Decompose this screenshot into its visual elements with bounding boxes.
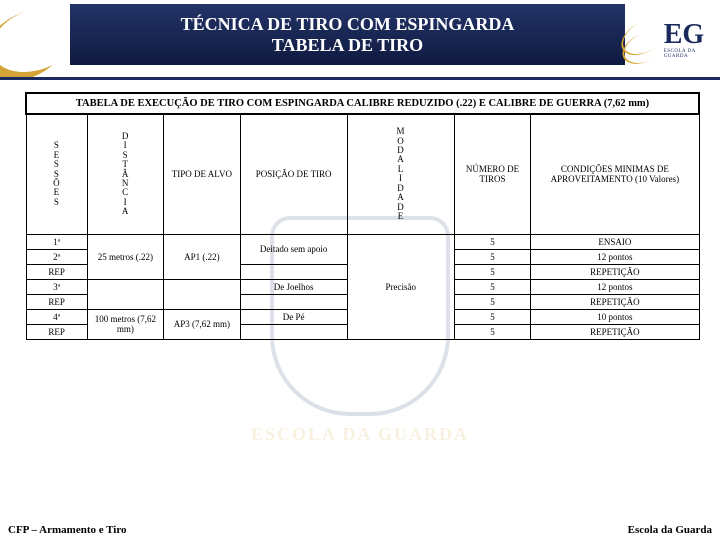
brand-logo-right: EG ESCOLA DA GUARDA [629,6,714,74]
footer: CFP – Armamento e Tiro Escola da Guarda [8,524,712,536]
footer-left: CFP – Armamento e Tiro [8,524,127,536]
cell-distancia [87,279,163,309]
cell-sessao: REP [26,324,87,339]
table-row: 1ª 25 metros (.22) AP1 (.22) Deitado sem… [26,234,699,249]
cell-tiros: 5 [454,309,530,324]
header: TÉCNICA DE TIRO COM ESPINGARDA TABELA DE… [0,0,720,80]
cell-tiros: 5 [454,324,530,339]
cell-distancia: 25 metros (.22) [87,234,163,279]
col-header-tipo-alvo: TIPO DE ALVO [164,114,240,234]
cell-tiros: 5 [454,264,530,279]
cell-posicao [240,264,347,279]
title-line-1: TÉCNICA DE TIRO COM ESPINGARDA [181,14,515,35]
watermark-text: ESCOLA DA GUARDA [251,424,469,445]
cell-cond: REPETIÇÃO [531,324,699,339]
cell-cond: REPETIÇÃO [531,264,699,279]
cell-tiros: 5 [454,279,530,294]
footer-right: Escola da Guarda [628,524,712,536]
col-header-num-tiros: NÚMERO DE TIROS [454,114,530,234]
title-bar: TÉCNICA DE TIRO COM ESPINGARDA TABELA DE… [70,4,625,65]
cell-sessao: 2ª [26,249,87,264]
col-header-condicoes: CONDIÇÕES MINIMAS DE APROVEITAMENTO (10 … [531,114,699,234]
cell-cond: ENSAIO [531,234,699,249]
col-header-distancia: DISTÂNCIA [87,114,163,234]
cell-tiros: 5 [454,234,530,249]
cell-posicao: De Joelhos [240,279,347,294]
cell-cond: 12 pontos [531,249,699,264]
wing-icon [629,15,664,65]
col-header-sessoes: SESSÕES [26,114,87,234]
cell-sessao: 1ª [26,234,87,249]
cell-cond: 10 pontos [531,309,699,324]
cell-tipo-alvo: AP1 (.22) [164,234,240,279]
brand-subtext: ESCOLA DA GUARDA [664,49,714,59]
cell-sessao: REP [26,294,87,309]
table-caption: TABELA DE EXECUÇÃO DE TIRO COM ESPINGARD… [26,93,699,114]
cell-tiros: 5 [454,294,530,309]
cell-tiros: 5 [454,249,530,264]
cell-cond: 12 pontos [531,279,699,294]
wing-decoration-left [0,0,70,77]
cell-modalidade: Precisão [347,234,454,339]
cell-tipo-alvo [164,279,240,309]
cell-sessao: 4ª [26,309,87,324]
cell-posicao: Deitado sem apoio [240,234,347,264]
firing-table: TABELA DE EXECUÇÃO DE TIRO COM ESPINGARD… [25,92,700,340]
cell-posicao [240,294,347,309]
cell-sessao: REP [26,264,87,279]
cell-cond: REPETIÇÃO [531,294,699,309]
cell-posicao: De Pé [240,309,347,324]
cell-posicao [240,324,347,339]
brand-initials: EG [664,21,714,49]
cell-sessao: 3ª [26,279,87,294]
cell-tipo-alvo: AP3 (7,62 mm) [164,309,240,339]
title-line-2: TABELA DE TIRO [272,35,423,56]
col-header-posicao: POSIÇÃO DE TIRO [240,114,347,234]
cell-distancia: 100 metros (7,62 mm) [87,309,163,339]
col-header-modalidade: MODALIDADE [347,114,454,234]
